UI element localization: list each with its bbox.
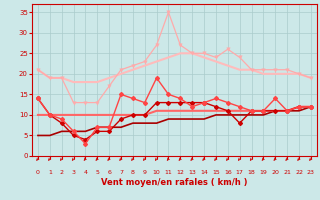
X-axis label: Vent moyen/en rafales ( km/h ): Vent moyen/en rafales ( km/h )	[101, 178, 248, 187]
